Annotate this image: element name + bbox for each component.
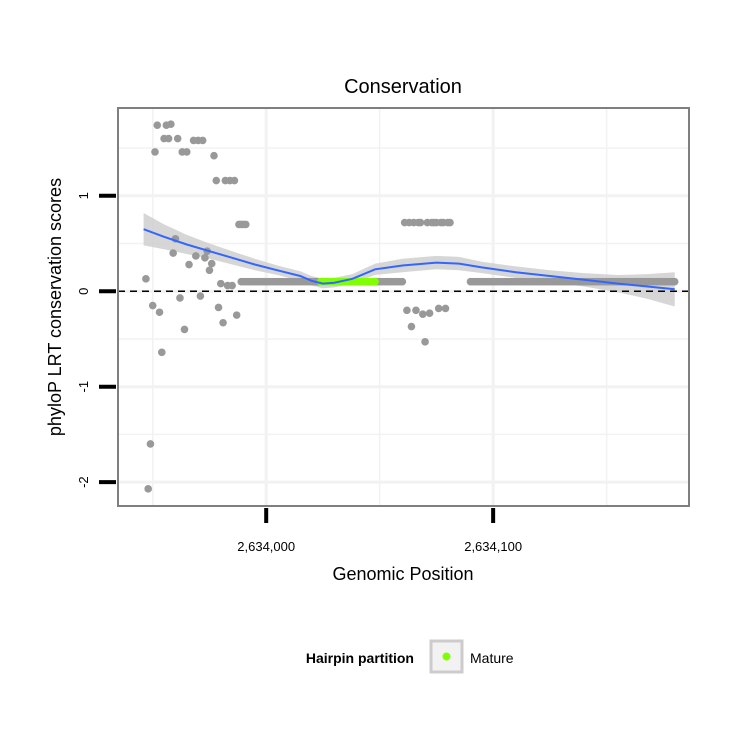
- score-point: [146, 440, 155, 448]
- score-point: [210, 151, 218, 160]
- y-axis-label: phyloP LRT conservation scores: [45, 178, 65, 436]
- score-point: [192, 252, 200, 260]
- legend-title: Hairpin partition: [306, 650, 414, 666]
- smooth-confidence-band: [143, 213, 675, 307]
- score-point: [418, 310, 427, 318]
- score-point: [196, 292, 205, 300]
- score-point: [155, 308, 164, 317]
- score-point: [167, 120, 175, 129]
- score-point: [232, 311, 241, 319]
- chart-title: Conservation: [344, 76, 462, 98]
- score-point: [219, 318, 227, 327]
- score-point: [176, 294, 184, 302]
- score-point: [434, 304, 443, 313]
- x-tick-label: 2,634,100: [464, 539, 522, 554]
- score-point: [207, 259, 216, 268]
- y-tick-label: -1: [76, 381, 91, 393]
- score-point: [201, 254, 209, 262]
- score-point: [158, 348, 166, 357]
- legend-key: [429, 639, 464, 674]
- x-tick-label: 2,634,000: [237, 539, 295, 554]
- score-point: [398, 277, 407, 286]
- score-point: [182, 148, 191, 156]
- score-point: [164, 134, 173, 143]
- score-point: [412, 306, 420, 315]
- plot-panel: [118, 108, 689, 506]
- score-point: [446, 218, 454, 227]
- score-point: [441, 304, 450, 313]
- score-point: [212, 176, 221, 185]
- legend-mature-swatch: [442, 652, 451, 661]
- score-point: [670, 277, 679, 286]
- legend: Hairpin partition Mature: [306, 639, 514, 674]
- score-point: [403, 306, 411, 315]
- score-point: [425, 309, 434, 318]
- score-point: [230, 176, 239, 185]
- plot-border: [117, 107, 690, 507]
- score-point: [214, 303, 223, 312]
- score-point: [169, 249, 177, 257]
- legend-entry-mature: Mature: [470, 650, 514, 666]
- y-tick-label: -2: [76, 476, 91, 488]
- score-point: [180, 325, 189, 334]
- score-point: [151, 148, 159, 156]
- score-point: [407, 322, 416, 331]
- smooth-trend-line: [143, 228, 675, 291]
- score-point: [205, 266, 214, 275]
- score-point: [241, 220, 250, 229]
- score-point: [416, 218, 425, 227]
- score-point: [153, 121, 162, 129]
- mature-point: [371, 277, 379, 286]
- score-point: [144, 485, 152, 493]
- y-tick-label: 0: [76, 288, 91, 295]
- score-point: [185, 260, 193, 269]
- score-point: [228, 281, 236, 290]
- y-tick-label: 1: [76, 192, 91, 199]
- score-point: [421, 338, 429, 346]
- score-point: [198, 136, 207, 145]
- score-point: [173, 134, 182, 143]
- score-point: [217, 279, 225, 288]
- score-point: [148, 301, 157, 310]
- x-axis-label: Genomic Position: [332, 564, 473, 584]
- score-point: [142, 275, 150, 283]
